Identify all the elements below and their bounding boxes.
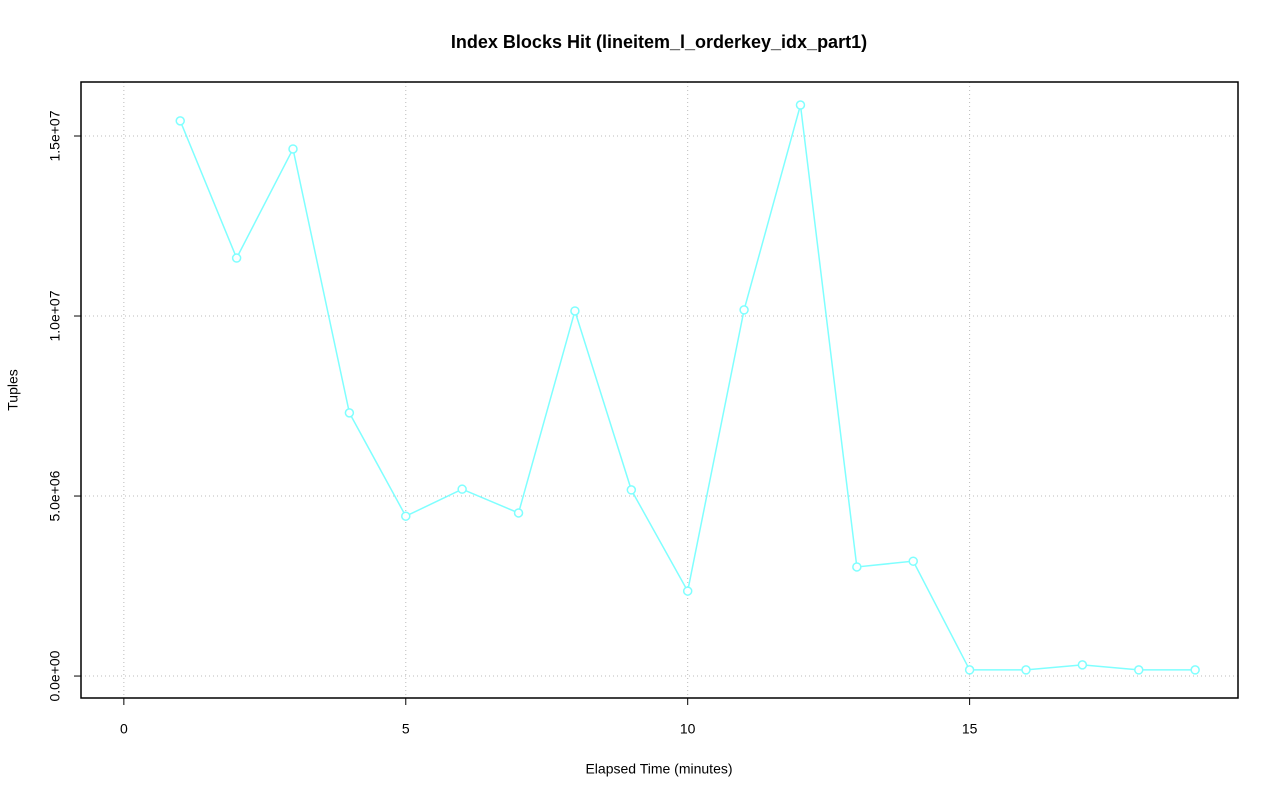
series-line — [179, 104, 1196, 671]
point — [1021, 665, 1031, 675]
point — [852, 562, 862, 572]
point — [682, 586, 693, 596]
point — [401, 511, 411, 521]
point — [570, 306, 580, 316]
point — [1134, 665, 1144, 675]
x-tick-label: 0 — [120, 721, 128, 737]
y-tick-label: 0.0e+00 — [47, 650, 63, 701]
point — [964, 665, 975, 675]
y-tick-label: 1.5e+07 — [47, 110, 63, 161]
point — [513, 508, 524, 518]
point — [175, 116, 185, 126]
y-tick-label: 1.0e+07 — [47, 290, 63, 341]
x-tick-label: 10 — [680, 721, 696, 737]
x-tick-label: 5 — [402, 721, 410, 737]
point — [1077, 660, 1088, 670]
x-axis-label: Elapsed Time (minutes) — [585, 761, 732, 777]
point — [908, 556, 918, 566]
point — [739, 305, 749, 315]
point — [457, 484, 467, 494]
point — [231, 253, 242, 263]
point — [626, 485, 637, 495]
point — [1190, 665, 1200, 675]
point — [288, 144, 298, 154]
chart-title: Index Blocks Hit (lineitem_l_orderkey_id… — [451, 32, 867, 52]
x-tick-label: 15 — [962, 721, 978, 737]
point — [795, 100, 806, 110]
plot-frame — [80, 81, 1239, 699]
y-tick-label: 5.0e+06 — [47, 470, 63, 521]
point — [344, 408, 355, 418]
y-axis-label: Tuples — [5, 369, 21, 411]
